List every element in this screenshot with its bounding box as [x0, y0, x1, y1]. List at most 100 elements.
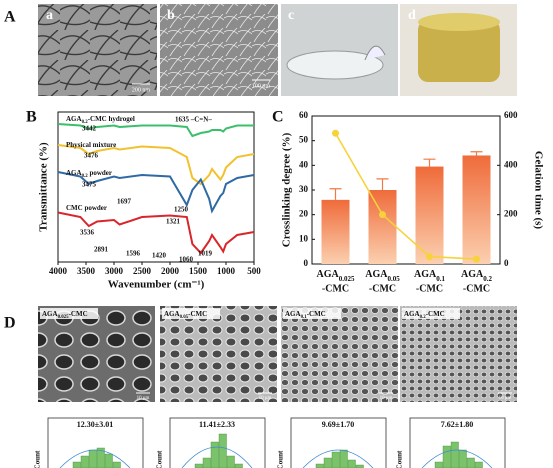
histogram-bar — [80, 455, 89, 468]
series-label-part: AGA — [66, 115, 82, 123]
x-tick-label: -CMC — [416, 283, 443, 294]
x-tick-part: 0.1 — [436, 275, 445, 283]
sem-image — [160, 306, 277, 402]
sem-label: AGA0.05-CMC — [164, 310, 207, 320]
histogram-title: 7.62±1.80 — [441, 420, 473, 429]
peak-label: 3475 — [82, 181, 97, 189]
fit-curve — [59, 449, 131, 468]
sem-label: AGA0.025-CMC — [42, 310, 88, 320]
histogram-bar — [112, 461, 121, 468]
bar — [415, 166, 444, 264]
histogram-bar — [474, 461, 483, 468]
sem-image — [400, 306, 517, 402]
sem-label-part: -CMC — [188, 310, 207, 318]
line — [334, 132, 477, 260]
histogram-frame — [169, 417, 266, 468]
series-label-part: 0.2 — [82, 174, 89, 179]
peak-label: 1635 –C=N– — [175, 116, 212, 124]
sem-image — [38, 306, 155, 402]
x-tick-part: AGA — [317, 269, 340, 280]
error-bar — [423, 158, 436, 167]
histogram-title: 9.69±1.70 — [322, 420, 354, 429]
y-tick-label: 20 — [299, 209, 309, 219]
histogram-frame — [290, 417, 387, 468]
photo-b — [160, 4, 278, 96]
histogram-title: 11.41±2.33 — [199, 420, 235, 429]
sem-label-part: -CMC — [69, 310, 88, 318]
histogram-bar — [347, 459, 356, 468]
photo-label: a — [46, 8, 53, 23]
sem-label-part: 0.1 — [301, 315, 308, 320]
spectrum — [57, 211, 255, 255]
x-tick-label: AGA0.2 — [461, 269, 492, 282]
histogram-frame — [47, 417, 144, 468]
y-axis-label: Transmittance (%) — [38, 142, 50, 232]
point — [426, 253, 433, 261]
y2-tick-label: 0 — [504, 258, 509, 268]
photo-d — [400, 4, 517, 96]
histogram-bar — [226, 455, 235, 468]
x-tick-label: 2500 — [133, 266, 152, 276]
y-tick-label: 60 — [299, 110, 309, 120]
sem-label-bg — [283, 308, 341, 319]
histograms: 12.30±3.01 Count 11.41±2.33 Count 9.69±1.70 C… — [34, 417, 506, 468]
y-tick-label: 30 — [299, 184, 309, 194]
fit-curve — [302, 449, 374, 468]
x-tick-label: 1500 — [189, 266, 208, 276]
x-tick-label: 3500 — [77, 266, 96, 276]
peak-label: 3442 — [82, 125, 97, 133]
sem-label-part: 0.2 — [420, 315, 427, 320]
sem-label-bg — [40, 308, 98, 319]
series-label-part: CMC powder — [66, 204, 107, 212]
x-tick-label: -CMC — [369, 283, 396, 294]
histogram-bar — [202, 457, 211, 468]
peak-label: 1420 — [152, 252, 167, 260]
histogram-bar — [339, 449, 348, 468]
point — [379, 211, 386, 219]
x-tick-label: 1000 — [217, 266, 236, 276]
sem-label-part: AGA — [285, 310, 301, 318]
histogram-bar — [194, 463, 203, 468]
histogram-title: 12.30±3.01 — [77, 420, 113, 429]
peak-label: 2891 — [94, 246, 109, 254]
y-tick-label: 10 — [299, 233, 309, 243]
sem-label-bg — [162, 308, 220, 319]
scale-label: 10 μm — [259, 396, 272, 401]
peak-label: 1596 — [126, 250, 141, 258]
sem-label-bg — [402, 308, 460, 319]
series-label-part: -CMC hydrogel — [88, 115, 135, 123]
histogram-bar — [442, 445, 451, 468]
photo-c — [281, 4, 398, 96]
ftir-chart: 4000 3500 3000 2500 2000 1500 1000 500 Wavenumbe… — [38, 111, 261, 291]
spectrum — [57, 171, 255, 214]
x-tick-label: 3000 — [105, 266, 124, 276]
series-label-part: 0.2 — [82, 120, 89, 125]
peak-label: 1060 — [179, 256, 194, 264]
x-tick-part: 0.2 — [483, 275, 492, 283]
photo-label: c — [288, 8, 294, 23]
histogram-bar — [234, 463, 243, 468]
peak-label: 1250 — [174, 206, 189, 214]
histogram-bar — [458, 449, 467, 468]
y-axis-label: Crosslinking degree (%) — [281, 132, 293, 247]
y2-axis-label: Gelation time (s) — [532, 151, 544, 230]
scale-label: 10 μm — [380, 396, 393, 401]
scale-label: 200 nm — [132, 87, 151, 93]
histogram-bar — [104, 453, 113, 468]
photo-a — [38, 4, 157, 96]
sem-label-part: AGA — [42, 310, 58, 318]
peak-label: 1697 — [117, 198, 132, 206]
series-label-part: powder — [88, 169, 112, 177]
histogram-y-label: Count — [396, 450, 404, 468]
fit-curve — [181, 446, 253, 468]
histogram-bar — [218, 433, 227, 468]
histogram-bar — [434, 461, 443, 468]
histogram-bar — [466, 457, 475, 468]
y-tick-label: 0 — [304, 258, 309, 268]
y2-tick-label: 400 — [504, 159, 518, 169]
x-tick-label: 500 — [247, 266, 261, 276]
bar — [368, 190, 397, 264]
